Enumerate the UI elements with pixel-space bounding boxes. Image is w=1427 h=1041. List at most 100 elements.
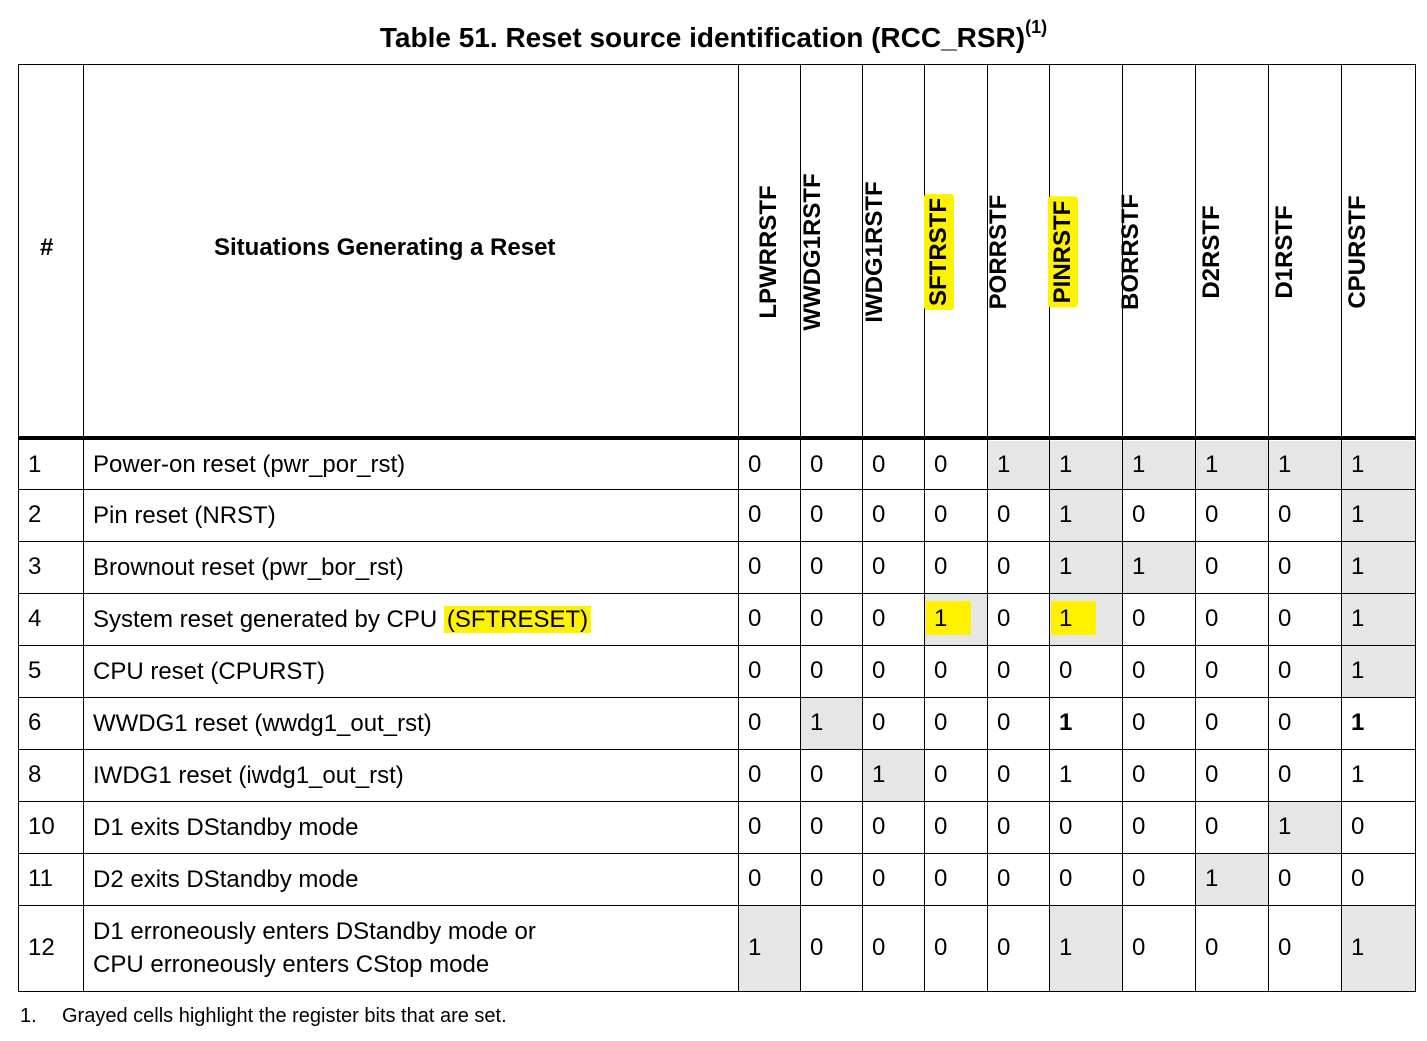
gray-cell: [988, 441, 1049, 489]
bit-value: 0: [997, 501, 1011, 528]
bit-value: 0: [997, 553, 1011, 580]
column-header-d1rstf: D1RSTF: [1271, 205, 1298, 299]
bit-value: 1: [1059, 501, 1073, 528]
bit-value: 0: [1059, 657, 1073, 684]
bit-value: 0: [748, 813, 762, 840]
bit-value: 0: [1278, 553, 1292, 580]
row-number: 1: [28, 450, 42, 478]
footnote-number: 1.: [20, 1005, 37, 1027]
gray-cell: [1123, 542, 1195, 593]
row-rule: [18, 853, 1416, 854]
column-rule: [83, 64, 84, 992]
bit-value: 1: [1278, 450, 1292, 478]
row-rule: [18, 749, 1416, 750]
bit-value: 0: [997, 761, 1011, 788]
bit-value: 0: [1278, 501, 1292, 528]
bit-value: 0: [1132, 934, 1146, 961]
bit-value: 1: [1132, 450, 1146, 478]
column-header-pinrstf: PINRSTF: [1048, 196, 1078, 308]
bit-value: 0: [1205, 709, 1219, 736]
bit-value: 1: [1351, 657, 1365, 684]
bit-value: 0: [1132, 865, 1146, 892]
column-header-cpurstf: CPURSTF: [1344, 195, 1371, 309]
bit-value: 0: [872, 934, 886, 961]
bit-value: 0: [1278, 761, 1292, 788]
description-line: D1 erroneously enters DStandby mode or: [93, 918, 536, 945]
gray-cell: [1050, 542, 1122, 593]
bit-value: 0: [872, 501, 886, 528]
bit-value: 0: [1205, 813, 1219, 840]
column-rule: [862, 64, 863, 992]
bit-value: 0: [810, 813, 824, 840]
bit-value: 0: [1351, 865, 1365, 892]
gray-cell: [1342, 646, 1416, 697]
description-line: Brownout reset (pwr_bor_rst): [93, 553, 404, 581]
row-description: Brownout reset (pwr_bor_rst): [93, 551, 404, 584]
bit-value: 1: [1059, 934, 1073, 961]
bit-value: 0: [748, 865, 762, 892]
bit-value: 0: [934, 553, 948, 580]
bit-value: 0: [748, 605, 762, 632]
bit-value: 0: [997, 813, 1011, 840]
bit-value: 0: [934, 709, 948, 736]
bit-value: 0: [1278, 605, 1292, 632]
row-number: 5: [28, 657, 42, 684]
column-header-lpwrrstf: LPWRRSTF: [755, 185, 782, 319]
bit-value: 0: [748, 761, 762, 788]
bit-value: 0: [1351, 813, 1365, 840]
column-rule: [1268, 64, 1269, 992]
bit-value: 0: [1205, 501, 1219, 528]
row-number: 12: [28, 934, 55, 961]
bit-value: 0: [748, 501, 762, 528]
bit-value: 0: [934, 501, 948, 528]
bit-value: 0: [810, 761, 824, 788]
row-number: 10: [28, 813, 55, 840]
bit-value: 1: [810, 709, 824, 736]
footnote: 1. Grayed cells highlight the register bi…: [20, 1002, 507, 1030]
bit-value: 0: [872, 709, 886, 736]
row-rule: [18, 991, 1416, 992]
bit-value: 0: [997, 605, 1011, 632]
column-header-d2rstf: D2RSTF: [1198, 205, 1225, 299]
bit-value: 1: [1351, 501, 1365, 528]
column-rule: [738, 64, 739, 992]
gray-cell: [1342, 490, 1416, 541]
row-rule: [18, 697, 1416, 698]
bit-value: 1: [997, 450, 1011, 478]
bit-value: 0: [1278, 657, 1292, 684]
row-description: D2 exits DStandby mode: [93, 863, 358, 896]
gray-cell: [1342, 594, 1416, 645]
bit-value: 0: [872, 657, 886, 684]
bit-value: 0: [1059, 865, 1073, 892]
row-number: 6: [28, 709, 42, 736]
highlighted-text: (SFTRESET): [443, 605, 592, 633]
bit-value: 1: [872, 761, 886, 788]
bit-value: 1: [1351, 934, 1365, 961]
row-rule: [18, 541, 1416, 542]
bit-value: 0: [810, 657, 824, 684]
header-situations: Situations Generating a Reset: [214, 234, 556, 261]
row-number: 4: [28, 605, 42, 632]
description-line: CPU erroneously enters CStop mode: [93, 951, 490, 978]
column-header-porrstf: PORRSTF: [985, 194, 1012, 310]
column-rule: [1341, 64, 1342, 992]
row-description: Pin reset (NRST): [93, 499, 276, 532]
highlight-mark: [926, 601, 971, 635]
bit-value: 0: [810, 934, 824, 961]
bit-value: 0: [748, 450, 762, 478]
bit-value: 1: [748, 934, 762, 961]
row-description: Power-on reset (pwr_por_rst): [93, 448, 405, 481]
bit-value: 0: [1132, 709, 1146, 736]
bit-value: 0: [872, 553, 886, 580]
bit-value: 0: [934, 657, 948, 684]
highlight-mark: [1051, 601, 1096, 635]
row-description: D1 exits DStandby mode: [93, 811, 358, 844]
gray-cell: [1342, 542, 1416, 593]
bit-value: 0: [1205, 934, 1219, 961]
reset-source-table: # Situations Generating a Reset LPWRRSTF WW…: [18, 64, 1416, 992]
gray-cell: [1342, 906, 1416, 991]
column-rule: [987, 64, 988, 992]
gray-cell: [1269, 802, 1341, 853]
description-line: WWDG1 reset (wwdg1_out_rst): [93, 709, 432, 737]
bit-value: 0: [810, 553, 824, 580]
